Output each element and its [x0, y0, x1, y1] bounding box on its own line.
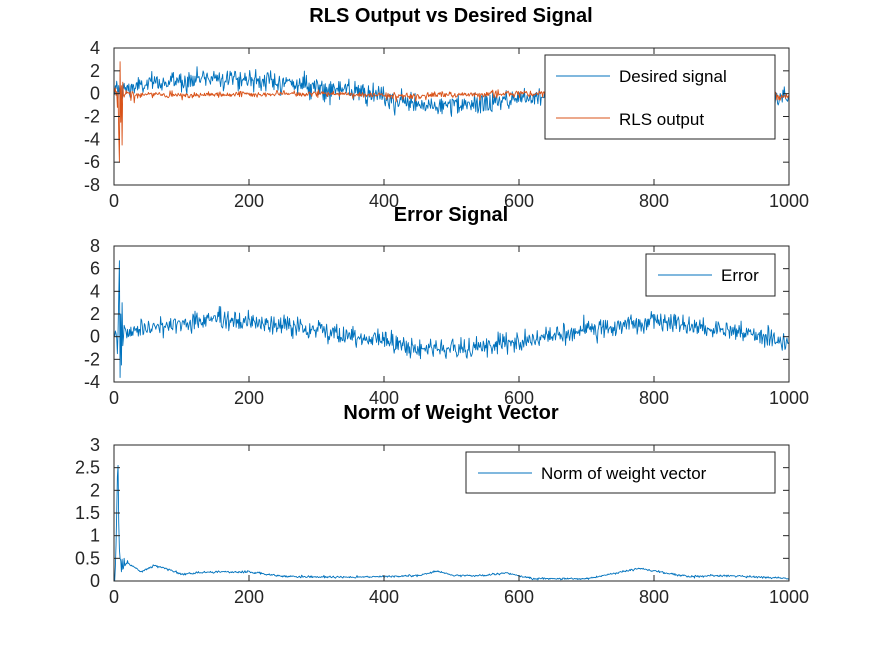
series-line-norm-of-weight-vector	[114, 464, 790, 582]
axis-ticks: 0 200 400 600 800 1000 4 2 0 -2-4 -6 -8	[84, 38, 809, 211]
y-tick-label: 4	[90, 38, 100, 58]
series-line-error	[114, 260, 790, 378]
y-tick-label: 4	[90, 281, 100, 301]
y-tick-label: 2	[90, 61, 100, 81]
y-tick-label: 6	[90, 259, 100, 279]
x-tick-label: 200	[234, 388, 264, 408]
x-tick-label: 1000	[769, 388, 809, 408]
x-tick-label: 0	[109, 587, 119, 607]
plot-title: RLS Output vs Desired Signal	[309, 5, 592, 27]
legend-box	[544, 54, 776, 140]
x-tick-label: 0	[109, 388, 119, 408]
x-tick-label: 400	[369, 388, 399, 408]
legend: Norm of weight vector	[465, 451, 776, 494]
subplot-weight-norm: Norm of Weight Vector 0 200 400 600 800 1000 3…	[75, 402, 809, 607]
y-tick-label: -4	[84, 372, 100, 392]
y-tick-label: 1.5	[75, 503, 100, 523]
x-tick-label: 800	[639, 191, 669, 211]
subplot-error: Error Signal 0 200 400 600 800 100086420-2-4 …	[84, 204, 809, 408]
y-tick-label: -2	[84, 349, 100, 369]
x-tick-label: 1000	[769, 587, 809, 607]
legend-label-rls-output: RLS output	[619, 110, 704, 129]
plot-title: Norm of Weight Vector	[343, 402, 558, 424]
x-tick-label: 600	[504, 388, 534, 408]
legend-label-norm-of-weight-vector: Norm of weight vector	[541, 464, 707, 483]
y-tick-label: -4	[84, 129, 100, 149]
x-tick-label: 0	[109, 191, 119, 211]
y-tick-label: 0	[90, 571, 100, 591]
y-tick-label: 2.5	[75, 458, 100, 478]
x-tick-label: 400	[369, 191, 399, 211]
x-tick-label: 800	[639, 388, 669, 408]
legend-label-desired-signal: Desired signal	[619, 67, 727, 86]
y-tick-label: 2	[90, 480, 100, 500]
x-tick-label: 400	[369, 587, 399, 607]
x-tick-label: 1000	[769, 191, 809, 211]
legend: Error	[645, 253, 776, 297]
series-lines	[114, 464, 790, 582]
legend-label-error: Error	[721, 266, 759, 285]
y-tick-label: 0	[90, 84, 100, 104]
y-tick-label: -2	[84, 107, 100, 127]
x-tick-label: 200	[234, 587, 264, 607]
x-tick-label: 200	[234, 191, 264, 211]
y-tick-label: 3	[90, 435, 100, 455]
subplot-rls-output: RLS Output vs Desired Signal 0 200 400 600 8…	[84, 5, 809, 211]
series-lines	[114, 260, 790, 378]
y-tick-label: 1	[90, 526, 100, 546]
y-tick-label: 0.5	[75, 548, 100, 568]
plot-title: Error Signal	[394, 204, 508, 226]
y-tick-label: -6	[84, 152, 100, 172]
x-tick-label: 600	[504, 587, 534, 607]
y-tick-label: 0	[90, 327, 100, 347]
y-tick-label: -8	[84, 175, 100, 195]
y-tick-label: 2	[90, 304, 100, 324]
legend: Desired signal RLS output	[544, 54, 776, 140]
x-tick-label: 600	[504, 191, 534, 211]
axis-ticks: 0 200 400 600 800 1000 3 2.52 1.5 10.5 0	[75, 435, 809, 607]
x-tick-label: 800	[639, 587, 669, 607]
y-tick-label: 8	[90, 236, 100, 256]
